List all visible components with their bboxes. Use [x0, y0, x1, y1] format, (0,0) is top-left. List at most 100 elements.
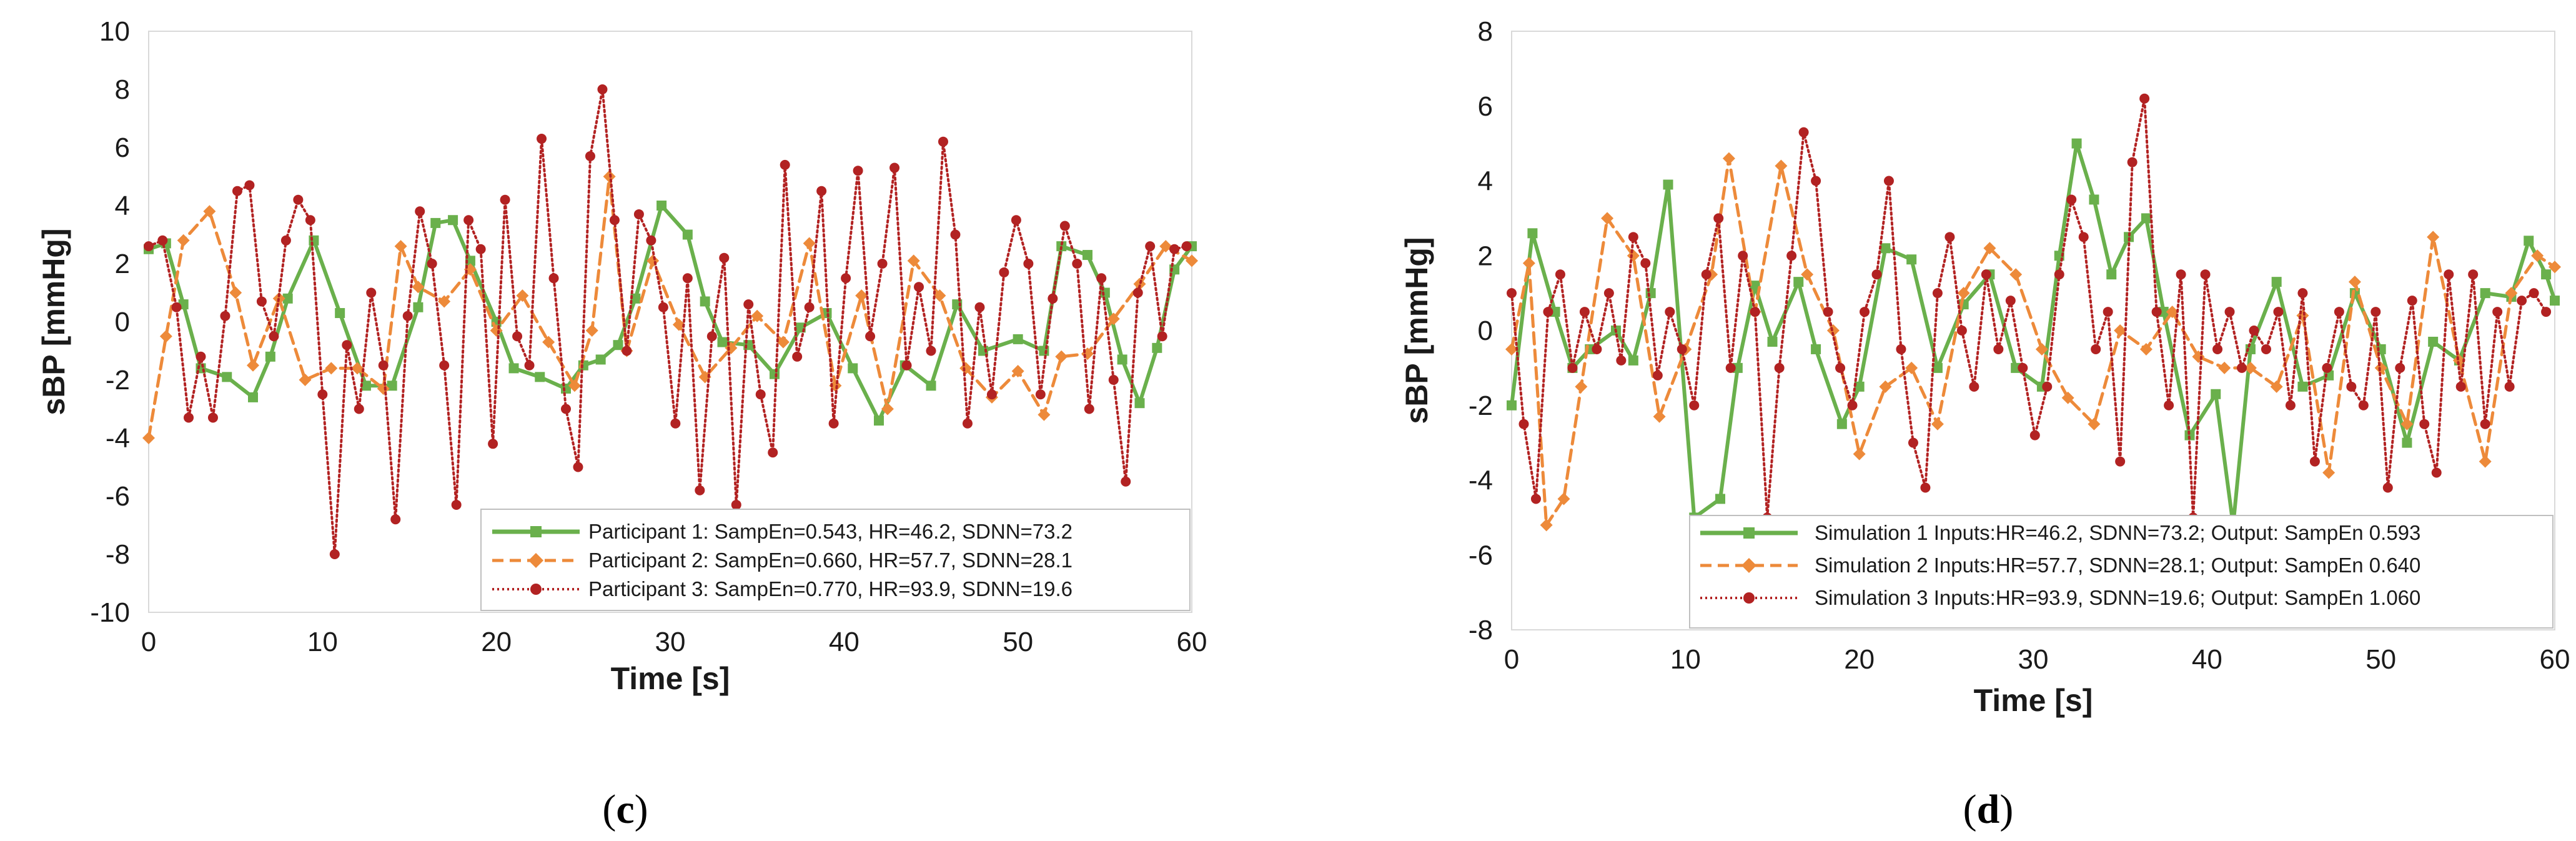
- data-point-c-3: [609, 215, 620, 226]
- data-point-c-3: [573, 462, 583, 472]
- x-tick-label-c: 60: [1177, 627, 1207, 657]
- data-point-d-1: [2211, 389, 2221, 399]
- data-point-c-3: [378, 360, 389, 371]
- data-point-c-3: [402, 311, 413, 321]
- data-point-c-1: [656, 201, 667, 211]
- data-point-c-2: [1107, 312, 1120, 326]
- data-point-d-2: [2427, 231, 2440, 244]
- data-point-c-3: [914, 282, 924, 292]
- data-point-d-1: [2106, 269, 2117, 280]
- data-point-c-3: [877, 259, 888, 269]
- data-point-c-1: [926, 381, 936, 391]
- data-point-d-3: [2164, 400, 2174, 411]
- y-axis-title-d: sBP [mmHg]: [1399, 237, 1434, 424]
- data-point-d-3: [1823, 307, 1833, 317]
- data-point-c-3: [719, 252, 730, 263]
- data-point-c-1: [1013, 334, 1023, 344]
- data-point-d-3: [2322, 362, 2332, 373]
- data-point-d-3: [2005, 296, 2016, 306]
- data-point-d-2: [1983, 242, 1996, 255]
- data-point-c-3: [646, 235, 656, 246]
- y-tick-label-d: -8: [1469, 615, 1493, 645]
- data-point-c-3: [1059, 221, 1070, 231]
- data-point-c-2: [159, 330, 172, 343]
- data-point-c-1: [1152, 342, 1162, 353]
- data-point-c-2: [907, 254, 920, 267]
- data-point-d-2: [1722, 152, 1735, 165]
- data-point-d-3: [2103, 307, 2113, 317]
- data-point-c-2: [776, 336, 790, 349]
- data-point-c-3: [293, 194, 304, 205]
- data-point-c-3: [986, 389, 997, 400]
- data-point-d-3: [2042, 381, 2053, 392]
- data-point-c-2: [803, 237, 816, 250]
- data-point-c-1: [682, 229, 693, 240]
- data-point-d-1: [2480, 288, 2490, 299]
- data-point-c-3: [841, 273, 851, 284]
- data-point-c-3: [561, 404, 571, 414]
- x-tick-label-d: 40: [2192, 644, 2222, 675]
- data-point-c-3: [658, 302, 668, 312]
- data-point-c-1: [874, 416, 884, 426]
- data-point-c-3: [706, 331, 717, 342]
- data-point-c-3: [280, 235, 291, 246]
- data-point-d-3: [1908, 437, 1918, 448]
- data-point-c-3: [488, 439, 498, 449]
- series-group-d: [1505, 93, 2561, 532]
- data-point-c-3: [633, 209, 644, 219]
- panel-label-d: (d): [1963, 787, 2014, 832]
- data-point-d-2: [1575, 380, 1588, 393]
- legend-entry-d-2: Simulation 2 Inputs:HR=57.7, SDNN=28.1; …: [1700, 554, 2420, 577]
- axis-ticks-d: -8 -6 -4 -2 0 2 4 6 8 0 10 20 30 40 50 60: [1469, 16, 2570, 675]
- data-point-c-3: [1169, 244, 1180, 254]
- data-point-c-3: [695, 485, 705, 495]
- data-point-d-2: [2531, 249, 2544, 262]
- data-point-c-1: [282, 293, 293, 304]
- y-tick-label-c: 10: [99, 16, 130, 47]
- data-point-c-3: [1132, 287, 1143, 298]
- data-point-d-2: [1853, 447, 1866, 460]
- data-point-c-2: [325, 362, 338, 375]
- data-point-d-2: [2400, 417, 2414, 430]
- y-tick-label-d: 6: [1478, 91, 1493, 122]
- y-tick-label-c: -6: [106, 481, 130, 512]
- data-point-d-1: [2158, 307, 2169, 317]
- data-point-d-3: [1993, 344, 2004, 354]
- data-point-d-2: [2348, 276, 2361, 289]
- data-point-c-3: [1181, 241, 1192, 252]
- legend-marker-c-1: [530, 526, 542, 537]
- series-line-c-3: [147, 88, 1188, 555]
- data-point-d-1: [2071, 138, 2082, 149]
- data-point-d-3: [1750, 307, 1760, 317]
- data-point-c-3: [317, 389, 328, 400]
- legend-d: Simulation 1 Inputs:HR=46.2, SDNN=73.2; …: [1689, 515, 2554, 629]
- data-point-c-3: [305, 215, 315, 226]
- data-point-c-1: [309, 235, 319, 246]
- data-point-c-1: [508, 363, 519, 374]
- data-point-c-1: [1169, 264, 1180, 275]
- data-point-d-1: [2375, 344, 2386, 354]
- legend-marker-d-2: [1741, 558, 1756, 573]
- data-point-d-3: [1860, 307, 1870, 317]
- data-point-d-2: [1557, 492, 1570, 505]
- x-tick-label-d: 10: [1670, 644, 1701, 675]
- data-point-d-3: [1725, 362, 1736, 373]
- data-point-c-2: [247, 359, 259, 372]
- panel-c: -10 -8 -6 -4 -2 0 2 4 6 8 10 0 10 20 30 40 50 60 Time [s]…: [36, 16, 1207, 832]
- data-point-d-2: [1601, 212, 1614, 225]
- data-point-d-1: [2428, 336, 2439, 347]
- data-point-c-1: [248, 392, 258, 402]
- data-point-c-3: [792, 351, 803, 362]
- data-point-d-1: [2324, 370, 2334, 381]
- data-point-d-2: [2035, 342, 2048, 356]
- data-point-d-3: [1920, 482, 1931, 493]
- data-point-d-3: [2054, 269, 2064, 280]
- data-point-c-1: [535, 372, 545, 382]
- data-point-d-3: [1628, 232, 1638, 242]
- data-point-c-1: [448, 215, 458, 226]
- data-point-c-3: [999, 267, 1009, 277]
- series-group-c: [142, 84, 1198, 559]
- y-tick-label-d: -2: [1469, 391, 1493, 421]
- x-tick-label-c: 50: [1003, 627, 1033, 657]
- data-point-c-3: [1084, 404, 1094, 414]
